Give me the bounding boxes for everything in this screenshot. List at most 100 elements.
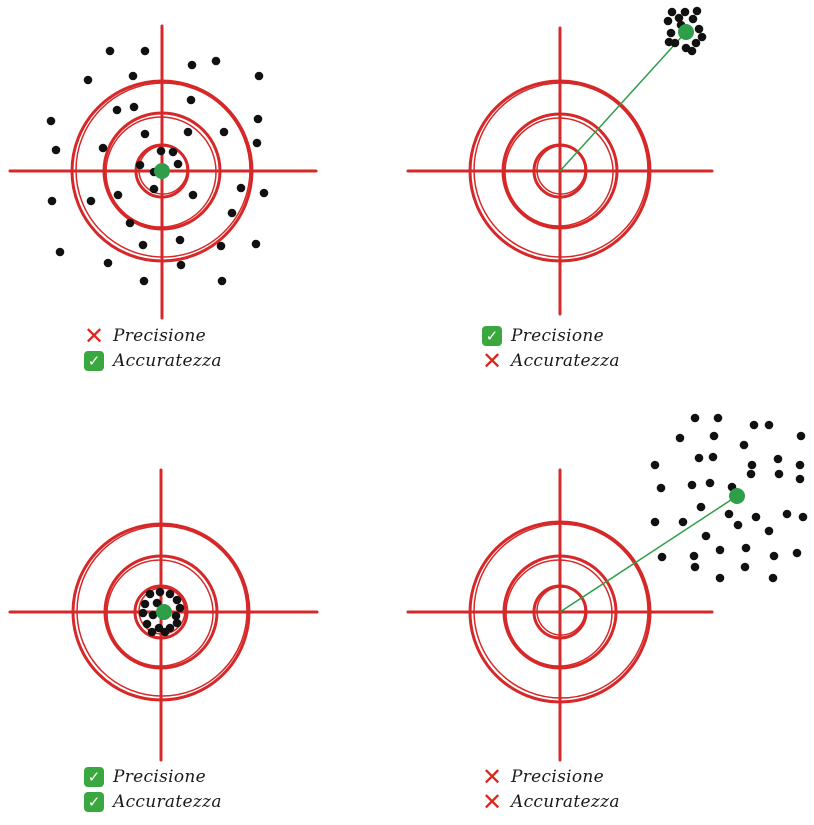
- shot-point: [140, 599, 150, 609]
- check-icon: ✓: [84, 350, 104, 371]
- cross-icon: ✕: [83, 321, 105, 350]
- shot-point: [796, 431, 806, 441]
- legend-row-accuracy: ✕ Accuratezza: [482, 349, 620, 373]
- legend-label: Precisione: [113, 325, 206, 346]
- legend-label: Accuratezza: [113, 350, 222, 371]
- shot-point: [795, 474, 805, 484]
- target-2-middle-ring: [501, 112, 619, 230]
- mean-point: [154, 163, 170, 179]
- shot-point: [211, 56, 221, 66]
- shot-point: [657, 552, 667, 562]
- target-panel-1: [8, 24, 318, 320]
- shot-point: [147, 627, 157, 637]
- shot-point: [701, 531, 711, 541]
- check-icon: ✓: [482, 325, 502, 346]
- target-3-middle-ring: [103, 554, 219, 670]
- shot-point: [691, 38, 701, 48]
- shot-point: [773, 454, 783, 464]
- shot-point: [741, 543, 751, 553]
- legend-label: Precisione: [511, 325, 604, 346]
- shot-point: [650, 460, 660, 470]
- shot-point: [251, 239, 261, 249]
- legend-row-precision: ✓ Precisione: [482, 325, 620, 346]
- shot-point: [186, 95, 196, 105]
- check-icon: ✓: [84, 791, 104, 812]
- shot-point: [227, 208, 237, 218]
- shot-point: [156, 146, 166, 156]
- target-2-outer-ring: [468, 79, 652, 263]
- cross-icon: ✕: [481, 762, 503, 791]
- target-panel-3: [8, 468, 319, 762]
- shot-point: [175, 235, 185, 245]
- shot-point: [217, 276, 227, 286]
- shot-point: [724, 509, 734, 519]
- legend-panel-4: ✕ Precisione ✕ Accuratezza: [481, 762, 620, 814]
- mean-point: [678, 24, 694, 40]
- shot-point: [650, 517, 660, 527]
- shot-point: [160, 627, 170, 637]
- shot-point: [689, 551, 699, 561]
- legend-row-accuracy: ✕ Accuratezza: [482, 790, 620, 814]
- target-1-middle-ring: [102, 111, 222, 231]
- target-4-offset-line: [559, 495, 738, 613]
- legend-label: Precisione: [113, 766, 206, 787]
- target-panel-2: [406, 6, 714, 316]
- shot-point: [55, 247, 65, 257]
- shot-point: [172, 618, 182, 628]
- shot-point: [782, 509, 792, 519]
- shot-point: [798, 512, 808, 522]
- shot-point: [112, 105, 122, 115]
- shot-point: [149, 184, 159, 194]
- shot-point: [259, 188, 269, 198]
- shot-point: [680, 7, 690, 17]
- shot-point: [140, 129, 150, 139]
- shot-point: [46, 116, 56, 126]
- shot-point: [713, 413, 723, 423]
- shot-point: [692, 6, 702, 16]
- shot-point: [769, 551, 779, 561]
- shot-point: [138, 608, 148, 618]
- shot-point: [176, 260, 186, 270]
- shot-point: [675, 433, 685, 443]
- target-4-outer-ring: [468, 520, 652, 704]
- target-1-outer-ring: [70, 79, 254, 263]
- shot-point: [688, 14, 698, 24]
- legend-row-accuracy: ✓ Accuratezza: [84, 350, 222, 371]
- shot-point: [172, 595, 182, 605]
- check-icon: ✓: [84, 766, 104, 787]
- shot-point: [656, 483, 666, 493]
- shot-point: [674, 13, 684, 23]
- shot-point: [768, 573, 778, 583]
- shot-point: [715, 573, 725, 583]
- shot-point: [747, 460, 757, 470]
- target-panel-4: [406, 413, 808, 762]
- shot-point: [236, 183, 246, 193]
- shot-point: [253, 114, 263, 124]
- target-4-middle-ring: [502, 554, 618, 670]
- legend-label: Accuratezza: [511, 350, 620, 371]
- shot-point: [98, 143, 108, 153]
- shot-point: [740, 562, 750, 572]
- shot-point: [83, 75, 93, 85]
- target-2-inner-ring: [532, 143, 588, 199]
- legend-label: Accuratezza: [511, 791, 620, 812]
- legend-row-precision: ✕ Precisione: [83, 321, 222, 350]
- shot-point: [140, 46, 150, 56]
- shot-point: [254, 71, 264, 81]
- shot-point: [749, 420, 759, 430]
- shot-point: [687, 46, 697, 56]
- shot-point: [696, 502, 706, 512]
- shot-point: [663, 16, 673, 26]
- shot-point: [252, 138, 262, 148]
- shot-point: [708, 452, 718, 462]
- target-1-inner-ring: [134, 143, 190, 199]
- shot-point: [125, 218, 135, 228]
- shot-point: [142, 619, 152, 629]
- legend-panel-3: ✓ Precisione ✓ Accuratezza: [84, 766, 222, 812]
- shot-point: [219, 127, 229, 137]
- shot-point: [188, 190, 198, 200]
- legend-row-precision: ✕ Precisione: [481, 762, 620, 791]
- shot-point: [764, 526, 774, 536]
- shot-point: [690, 413, 700, 423]
